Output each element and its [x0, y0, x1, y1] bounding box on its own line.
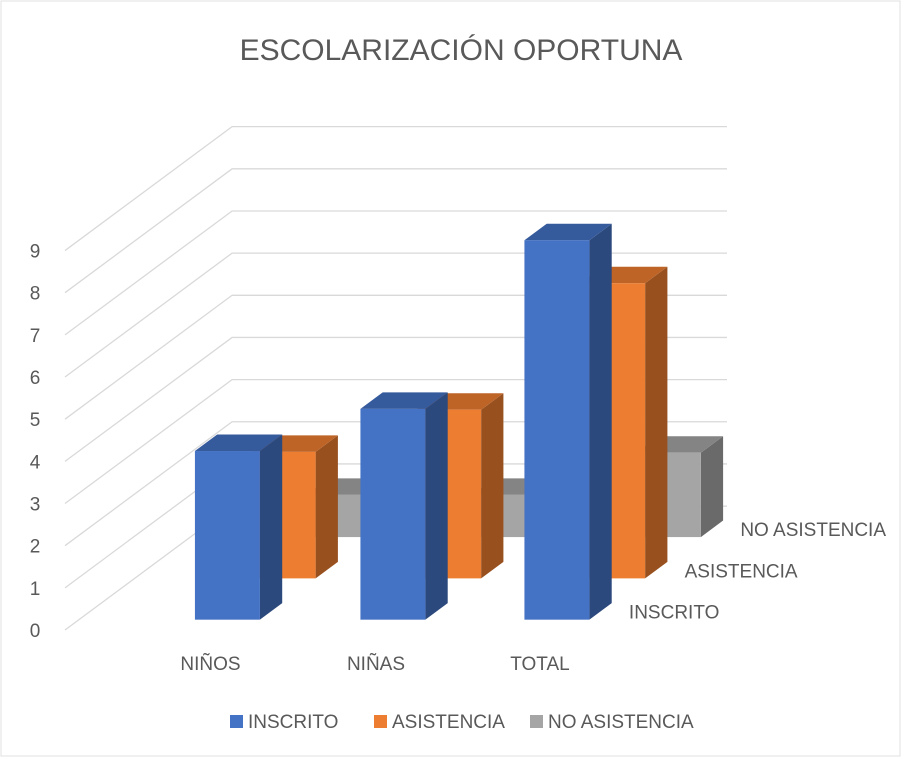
depth-axis-label: NO ASISTENCIA	[740, 520, 886, 541]
bar-side	[645, 266, 668, 579]
y-tick-label: 5	[30, 410, 41, 431]
y-tick-label: 3	[30, 495, 41, 516]
bar-side	[259, 434, 283, 620]
grid-line	[64, 210, 727, 336]
bar-side	[315, 435, 338, 579]
y-tick-label: 1	[30, 579, 41, 600]
y-tick-label: 2	[30, 537, 41, 558]
bar-side	[700, 436, 724, 538]
legend-swatch	[374, 715, 387, 728]
x-tick-label: TOTAL	[510, 654, 569, 675]
grid-line	[64, 168, 727, 294]
bar-top	[360, 392, 448, 409]
y-tick-label: 8	[30, 284, 41, 305]
bar	[360, 408, 426, 620]
bar-side	[589, 223, 612, 620]
y-tick-label: 9	[30, 242, 41, 263]
grid-line	[64, 125, 727, 252]
bar-top	[524, 223, 612, 241]
bar	[194, 451, 260, 620]
bar-side	[481, 393, 504, 579]
y-tick-label: 4	[30, 452, 41, 473]
bar-top	[194, 434, 283, 452]
x-tick-label: NIÑOS	[180, 653, 240, 675]
bar-side	[425, 392, 448, 620]
legend-swatch	[230, 715, 243, 728]
legend-label: NO ASISTENCIA	[548, 712, 694, 733]
legend-label: ASISTENCIA	[392, 712, 505, 733]
depth-axis-label: INSCRITO	[629, 603, 719, 624]
y-tick-label: 7	[30, 326, 41, 347]
legend-label: INSCRITO	[248, 712, 338, 733]
legend-swatch	[530, 715, 543, 728]
y-tick-label: 0	[30, 621, 41, 642]
x-tick-label: NIÑAS	[347, 653, 405, 675]
depth-axis-label: ASISTENCIA	[685, 561, 798, 582]
bar	[524, 240, 590, 620]
y-tick-label: 6	[30, 368, 41, 389]
chart-title: ESCOLARIZACIÓN OPORTUNA	[240, 34, 683, 67]
